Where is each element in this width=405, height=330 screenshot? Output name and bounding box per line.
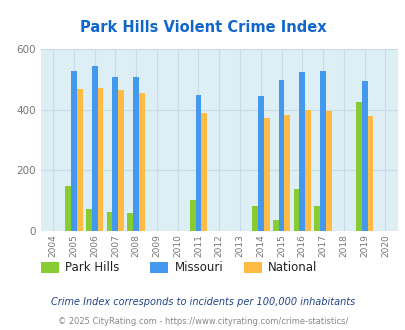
Text: Crime Index corresponds to incidents per 100,000 inhabitants: Crime Index corresponds to incidents per… (51, 297, 354, 307)
Text: © 2025 CityRating.com - https://www.cityrating.com/crime-statistics/: © 2025 CityRating.com - https://www.city… (58, 317, 347, 326)
Text: National: National (267, 261, 317, 275)
Bar (305, 110, 310, 231)
Bar (284, 115, 290, 231)
Bar (367, 116, 373, 231)
Bar (127, 213, 133, 231)
Bar (195, 95, 201, 231)
Bar (139, 93, 145, 231)
Bar (313, 206, 320, 231)
Bar (112, 77, 118, 231)
Bar (252, 206, 257, 231)
Bar (257, 96, 263, 231)
Bar (355, 102, 361, 231)
Bar (272, 219, 278, 231)
Bar (361, 81, 367, 231)
Bar (201, 113, 207, 231)
Bar (97, 88, 103, 231)
Bar (298, 72, 305, 231)
Bar (71, 71, 77, 231)
Bar (320, 71, 325, 231)
Bar (86, 209, 92, 231)
Bar (263, 117, 269, 231)
Text: Park Hills Violent Crime Index: Park Hills Violent Crime Index (79, 20, 326, 35)
Bar (325, 111, 331, 231)
Text: Missouri: Missouri (174, 261, 223, 275)
Bar (107, 212, 112, 231)
Bar (92, 66, 97, 231)
Bar (293, 189, 298, 231)
Bar (133, 77, 139, 231)
Bar (118, 90, 124, 231)
Bar (77, 89, 82, 231)
Bar (65, 186, 71, 231)
Text: Park Hills: Park Hills (65, 261, 119, 275)
Bar (278, 80, 284, 231)
Bar (189, 200, 195, 231)
